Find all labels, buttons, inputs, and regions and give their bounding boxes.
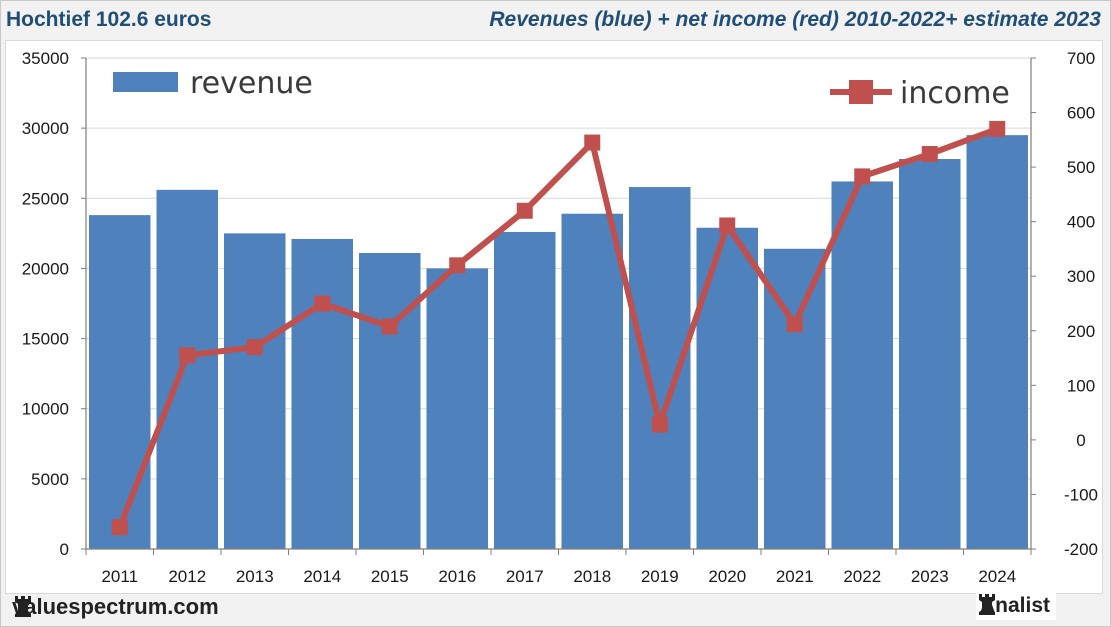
- x-axis-ticks: 2011 2012 2013 2014 2015 2016 2017 2018 2019 2020…: [85, 549, 1032, 586]
- income-marker: [314, 295, 331, 312]
- left-tick-label: 35000: [22, 49, 69, 68]
- right-tick-label: 200: [1067, 322, 1095, 341]
- right-tick-label: -100: [1064, 485, 1098, 504]
- rook-icon: [15, 596, 31, 617]
- revenue-bar: [426, 268, 488, 549]
- right-tick-label: 400: [1067, 213, 1095, 232]
- right-tick-label: 700: [1067, 49, 1095, 68]
- x-tick-label: 2022: [843, 567, 881, 586]
- revenue-bar: [291, 238, 353, 549]
- analist-badge[interactable]: Analist: [976, 592, 1057, 620]
- right-tick-label: 0: [1076, 431, 1085, 450]
- brand-text: valuespectrum.com: [12, 594, 219, 619]
- income-marker: [516, 202, 533, 219]
- x-tick-label: 2024: [978, 567, 1016, 586]
- x-tick-label: 2017: [506, 567, 544, 586]
- left-tick-label: 10000: [22, 400, 69, 419]
- chart-title: Revenues (blue) + net income (red) 2010-…: [489, 8, 1101, 31]
- income-line-layer: [111, 120, 1006, 536]
- x-tick-label: 2014: [303, 567, 341, 586]
- right-tick-label: 500: [1067, 158, 1095, 177]
- income-marker: [584, 134, 601, 151]
- x-tick-label: 2023: [911, 567, 949, 586]
- income-marker: [381, 318, 398, 335]
- income-marker: [651, 416, 668, 433]
- x-tick-label: 2020: [708, 567, 746, 586]
- income-marker: [719, 217, 736, 234]
- right-tick-label: 300: [1067, 267, 1095, 286]
- left-tick-label: 25000: [22, 189, 69, 208]
- right-axis-ticks: -200 -100 0 100 200 300 400 500 600 700: [1031, 49, 1098, 559]
- left-tick-label: 30000: [22, 119, 69, 138]
- legend-revenue-label: revenue: [190, 66, 313, 101]
- income-marker: [449, 257, 466, 274]
- revenue-bar: [696, 227, 758, 549]
- revenue-bar: [561, 213, 623, 549]
- left-tick-label: 5000: [31, 470, 69, 489]
- income-marker: [989, 120, 1006, 137]
- x-tick-label: 2021: [776, 567, 814, 586]
- revenue-bar: [966, 135, 1028, 549]
- legend-income-label: income: [900, 76, 1010, 111]
- income-marker: [246, 339, 263, 356]
- income-marker: [111, 519, 128, 536]
- stock-title: Hochtief 102.6 euros: [6, 8, 212, 31]
- brand-footer[interactable]: valuespectrum.com: [12, 594, 219, 620]
- right-tick-label: -200: [1064, 540, 1098, 559]
- right-tick-label: 600: [1067, 104, 1095, 123]
- revenue-bar: [224, 233, 286, 549]
- left-axis-ticks: 0 5000 10000 15000 20000 25000 30000 35000: [22, 49, 86, 559]
- x-tick-label: 2015: [371, 567, 409, 586]
- revenue-bar: [156, 189, 218, 549]
- x-tick-label: 2016: [438, 567, 476, 586]
- legend: revenue income: [104, 60, 1010, 116]
- income-marker: [786, 316, 803, 333]
- left-tick-label: 0: [60, 540, 69, 559]
- x-tick-label: 2012: [168, 567, 206, 586]
- analist-text: Analist: [980, 594, 1051, 617]
- left-tick-label: 15000: [22, 330, 69, 349]
- revenue-bar: [89, 215, 151, 549]
- income-marker: [921, 146, 938, 163]
- left-tick-label: 20000: [22, 259, 69, 278]
- legend-income-marker: [849, 80, 873, 104]
- income-marker: [179, 347, 196, 364]
- revenue-bar: [359, 252, 421, 550]
- x-tick-label: 2018: [573, 567, 611, 586]
- right-tick-label: 100: [1067, 376, 1095, 395]
- revenue-bar: [494, 231, 556, 549]
- revenue-bar: [899, 159, 961, 549]
- legend-revenue-swatch: [113, 72, 178, 92]
- x-tick-label: 2011: [101, 567, 138, 586]
- x-tick-label: 2013: [236, 567, 274, 586]
- income-marker: [854, 168, 871, 185]
- rook-icon: [979, 594, 995, 615]
- x-tick-label: 2019: [641, 567, 679, 586]
- revenue-bar: [831, 181, 893, 550]
- income-line: [116, 126, 999, 529]
- revenue-bars: [89, 135, 1028, 550]
